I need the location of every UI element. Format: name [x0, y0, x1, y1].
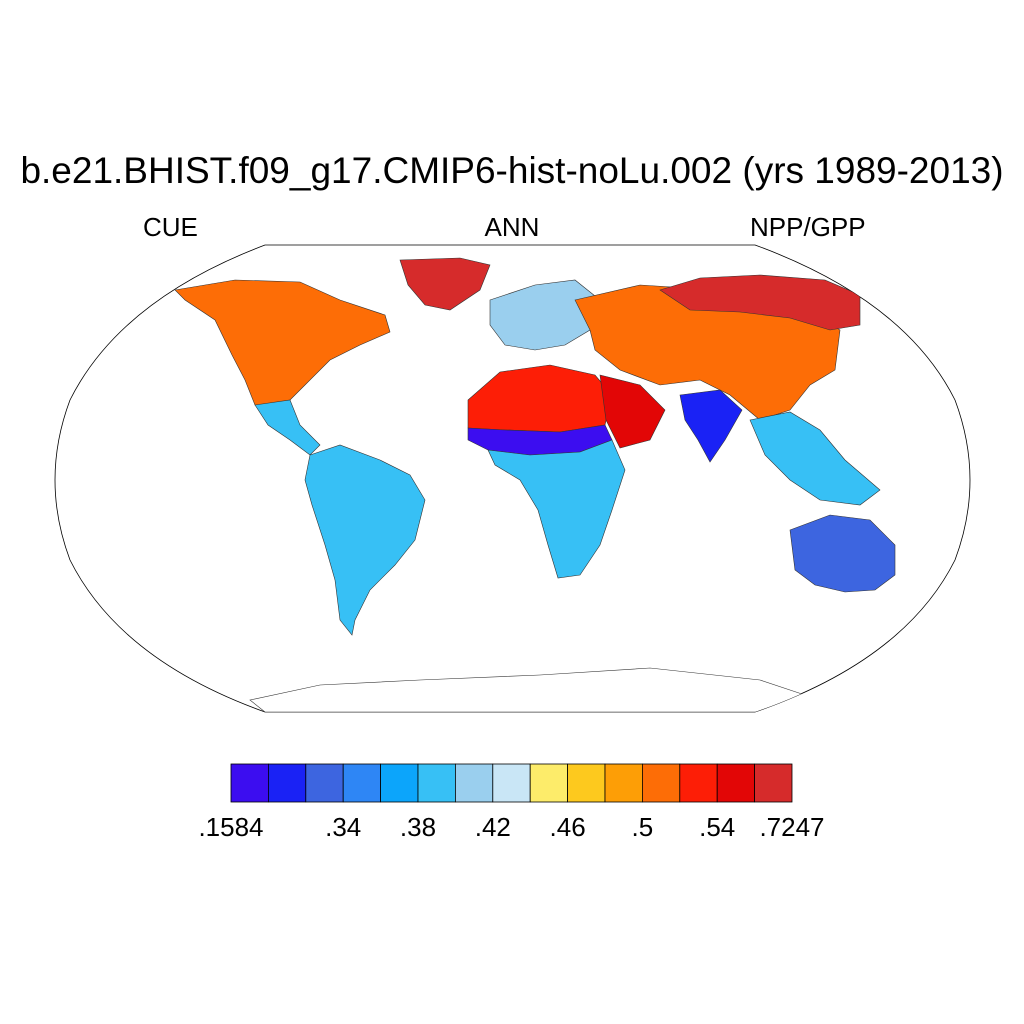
- region-siberia: [659, 274, 861, 331]
- colorbar-box: [230, 763, 269, 803]
- colorbar-label: .38: [400, 812, 436, 842]
- colorbar-label: .1584: [198, 812, 263, 842]
- region-south-america: [304, 444, 426, 636]
- colorbar-box: [529, 763, 569, 803]
- colorbar-label: .34: [325, 812, 361, 842]
- region-india: [679, 389, 743, 463]
- colorbar-box: [567, 763, 606, 803]
- colorbar-box: [642, 763, 681, 803]
- colorbar-label: .54: [699, 812, 735, 842]
- colorbar-box: [754, 763, 793, 803]
- colorbar-box: [267, 763, 307, 803]
- region-north-america: [174, 279, 391, 413]
- colorbar-box: [492, 763, 531, 803]
- region-central-america: [254, 399, 321, 456]
- colorbar-box: [604, 763, 643, 803]
- plot-title: b.e21.BHIST.f09_g17.CMIP6-hist-noLu.002 …: [20, 150, 1004, 191]
- region-europe: [489, 279, 601, 351]
- colorbar-box: [342, 763, 382, 803]
- colorbar-label: .7247: [759, 812, 824, 842]
- colorbar-box: [417, 763, 456, 803]
- region-arabia: [599, 374, 666, 449]
- region-antarctica: [249, 667, 822, 712]
- left-subtitle: CUE: [143, 212, 198, 242]
- center-subtitle: ANN: [484, 212, 540, 242]
- region-central-southern-africa: [487, 439, 626, 579]
- colorbar-box: [454, 763, 494, 803]
- colorbar-label: .5: [632, 812, 654, 842]
- colorbar-box: [679, 763, 718, 803]
- colorbar-box: [716, 763, 756, 803]
- colorbar-label: .46: [550, 812, 586, 842]
- region-southeast-asia: [749, 411, 881, 506]
- colorbar-box: [380, 763, 419, 803]
- region-greenland: [399, 257, 491, 311]
- region-australia: [789, 514, 896, 593]
- right-subtitle: NPP/GPP: [750, 212, 866, 242]
- colorbar-box: [305, 763, 344, 803]
- colorbar-label: .42: [475, 812, 511, 842]
